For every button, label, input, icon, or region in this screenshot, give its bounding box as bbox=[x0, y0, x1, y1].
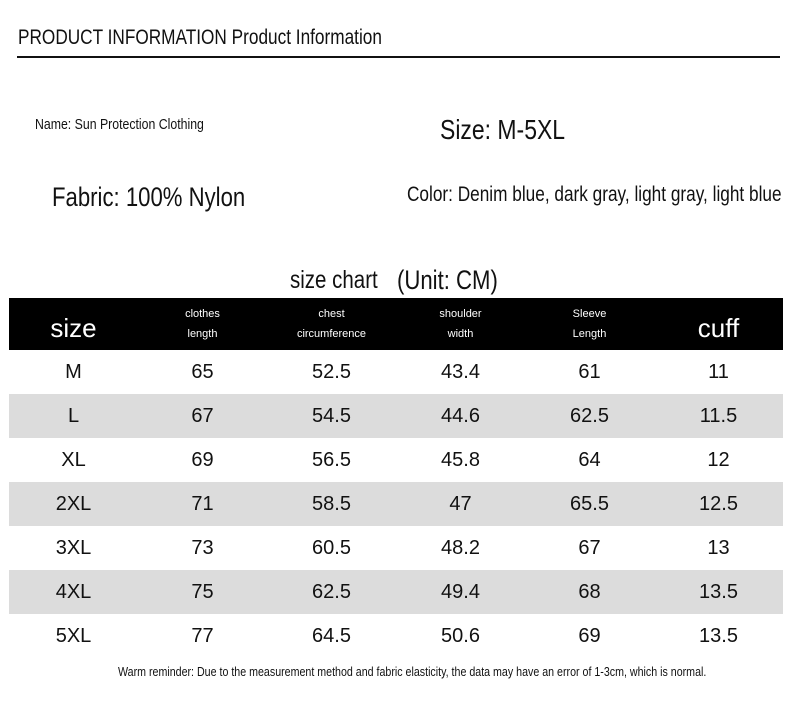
table-cell: 67 bbox=[578, 536, 601, 559]
table-cell: 44.6 bbox=[396, 394, 525, 438]
table-cell: 13 bbox=[707, 536, 730, 559]
table-cell: XL bbox=[61, 448, 86, 471]
table-cell: 71 bbox=[138, 482, 267, 526]
table-cell: L bbox=[9, 394, 138, 438]
column-header: chest circumference bbox=[267, 298, 396, 350]
column-header: Sleeve Length bbox=[525, 298, 654, 350]
header-line: circumference bbox=[296, 328, 367, 340]
table-cell: 4XL bbox=[9, 570, 138, 614]
column-header: cuff bbox=[654, 298, 783, 350]
header-line: width bbox=[447, 328, 474, 340]
header-title: PRODUCT INFORMATION Product Information bbox=[18, 26, 382, 49]
table-cell: 43.4 bbox=[441, 360, 480, 383]
table-cell: 50.6 bbox=[441, 624, 480, 647]
header-line: Sleeve bbox=[572, 308, 607, 320]
table-row: XL 69 56.5 45.8 64 12 bbox=[9, 438, 783, 482]
header-line: cuff bbox=[697, 313, 740, 343]
table-cell: 64.5 bbox=[312, 624, 351, 647]
product-size: Size: M-5XL bbox=[440, 114, 566, 145]
table-cell: 49.4 bbox=[396, 570, 525, 614]
table-cell: 75 bbox=[138, 570, 267, 614]
table-cell: 12.5 bbox=[654, 482, 783, 526]
table-cell: 52.5 bbox=[312, 360, 351, 383]
header-line: clothes bbox=[185, 308, 220, 320]
header-line: size bbox=[50, 313, 97, 343]
table-cell: 48.2 bbox=[441, 536, 480, 559]
table-cell: 2XL bbox=[9, 482, 138, 526]
table-cell: 68 bbox=[525, 570, 654, 614]
table-cell: 61 bbox=[578, 360, 601, 383]
table-cell: 65.5 bbox=[525, 482, 654, 526]
table-cell: 62.5 bbox=[267, 570, 396, 614]
table-cell: 65 bbox=[191, 360, 214, 383]
table-cell: 69 bbox=[191, 448, 214, 471]
table-cell: 47 bbox=[396, 482, 525, 526]
table-cell: 13.5 bbox=[654, 570, 783, 614]
product-name: Name: Sun Protection Clothing bbox=[35, 116, 204, 133]
header-line: chest bbox=[318, 308, 345, 320]
table-cell: 3XL bbox=[55, 536, 92, 559]
table-row: L 67 54.5 44.6 62.5 11.5 bbox=[9, 394, 783, 438]
table-cell: 69 bbox=[578, 624, 601, 647]
table-cell: 58.5 bbox=[267, 482, 396, 526]
column-header: shoulder width bbox=[396, 298, 525, 350]
table-cell: 5XL bbox=[55, 624, 92, 647]
table-cell: 64 bbox=[578, 448, 601, 471]
table-cell: 67 bbox=[138, 394, 267, 438]
size-table: size clothes length chest circumference shoul… bbox=[9, 298, 783, 658]
table-cell: 11 bbox=[708, 360, 729, 383]
table-row: M 65 52.5 43.4 61 11 bbox=[9, 350, 783, 394]
table-cell: 73 bbox=[191, 536, 214, 559]
table-cell: 56.5 bbox=[312, 448, 351, 471]
header-line: length bbox=[187, 328, 218, 340]
product-color: Color: Denim blue, dark gray, light gray… bbox=[407, 183, 782, 206]
header-line: shoulder bbox=[439, 308, 482, 320]
header-line: Length bbox=[572, 328, 607, 340]
product-fabric: Fabric: 100% Nylon bbox=[52, 182, 246, 212]
table-cell: 54.5 bbox=[267, 394, 396, 438]
column-header: clothes length bbox=[138, 298, 267, 350]
table-row: 2XL 71 58.5 47 65.5 12.5 bbox=[9, 482, 783, 526]
table-cell: 45.8 bbox=[441, 448, 480, 471]
table-cell: 62.5 bbox=[525, 394, 654, 438]
table-unit: (Unit: CM) bbox=[397, 265, 498, 295]
table-title: size chart bbox=[290, 266, 378, 294]
table-cell: M bbox=[65, 360, 82, 383]
table-cell: 11.5 bbox=[654, 394, 783, 438]
table-row: 5XL 77 64.5 50.6 69 13.5 bbox=[9, 614, 783, 658]
table-cell: 12 bbox=[707, 448, 730, 471]
table-cell: 77 bbox=[191, 624, 214, 647]
table-cell: 60.5 bbox=[312, 536, 351, 559]
column-header: size bbox=[9, 298, 138, 350]
table-row: 3XL 73 60.5 48.2 67 13 bbox=[9, 526, 783, 570]
table-cell: 13.5 bbox=[699, 624, 738, 647]
footer-note: Warm reminder: Due to the measurement me… bbox=[118, 664, 707, 679]
header-rule bbox=[17, 56, 780, 58]
table-row: 4XL 75 62.5 49.4 68 13.5 bbox=[9, 570, 783, 614]
